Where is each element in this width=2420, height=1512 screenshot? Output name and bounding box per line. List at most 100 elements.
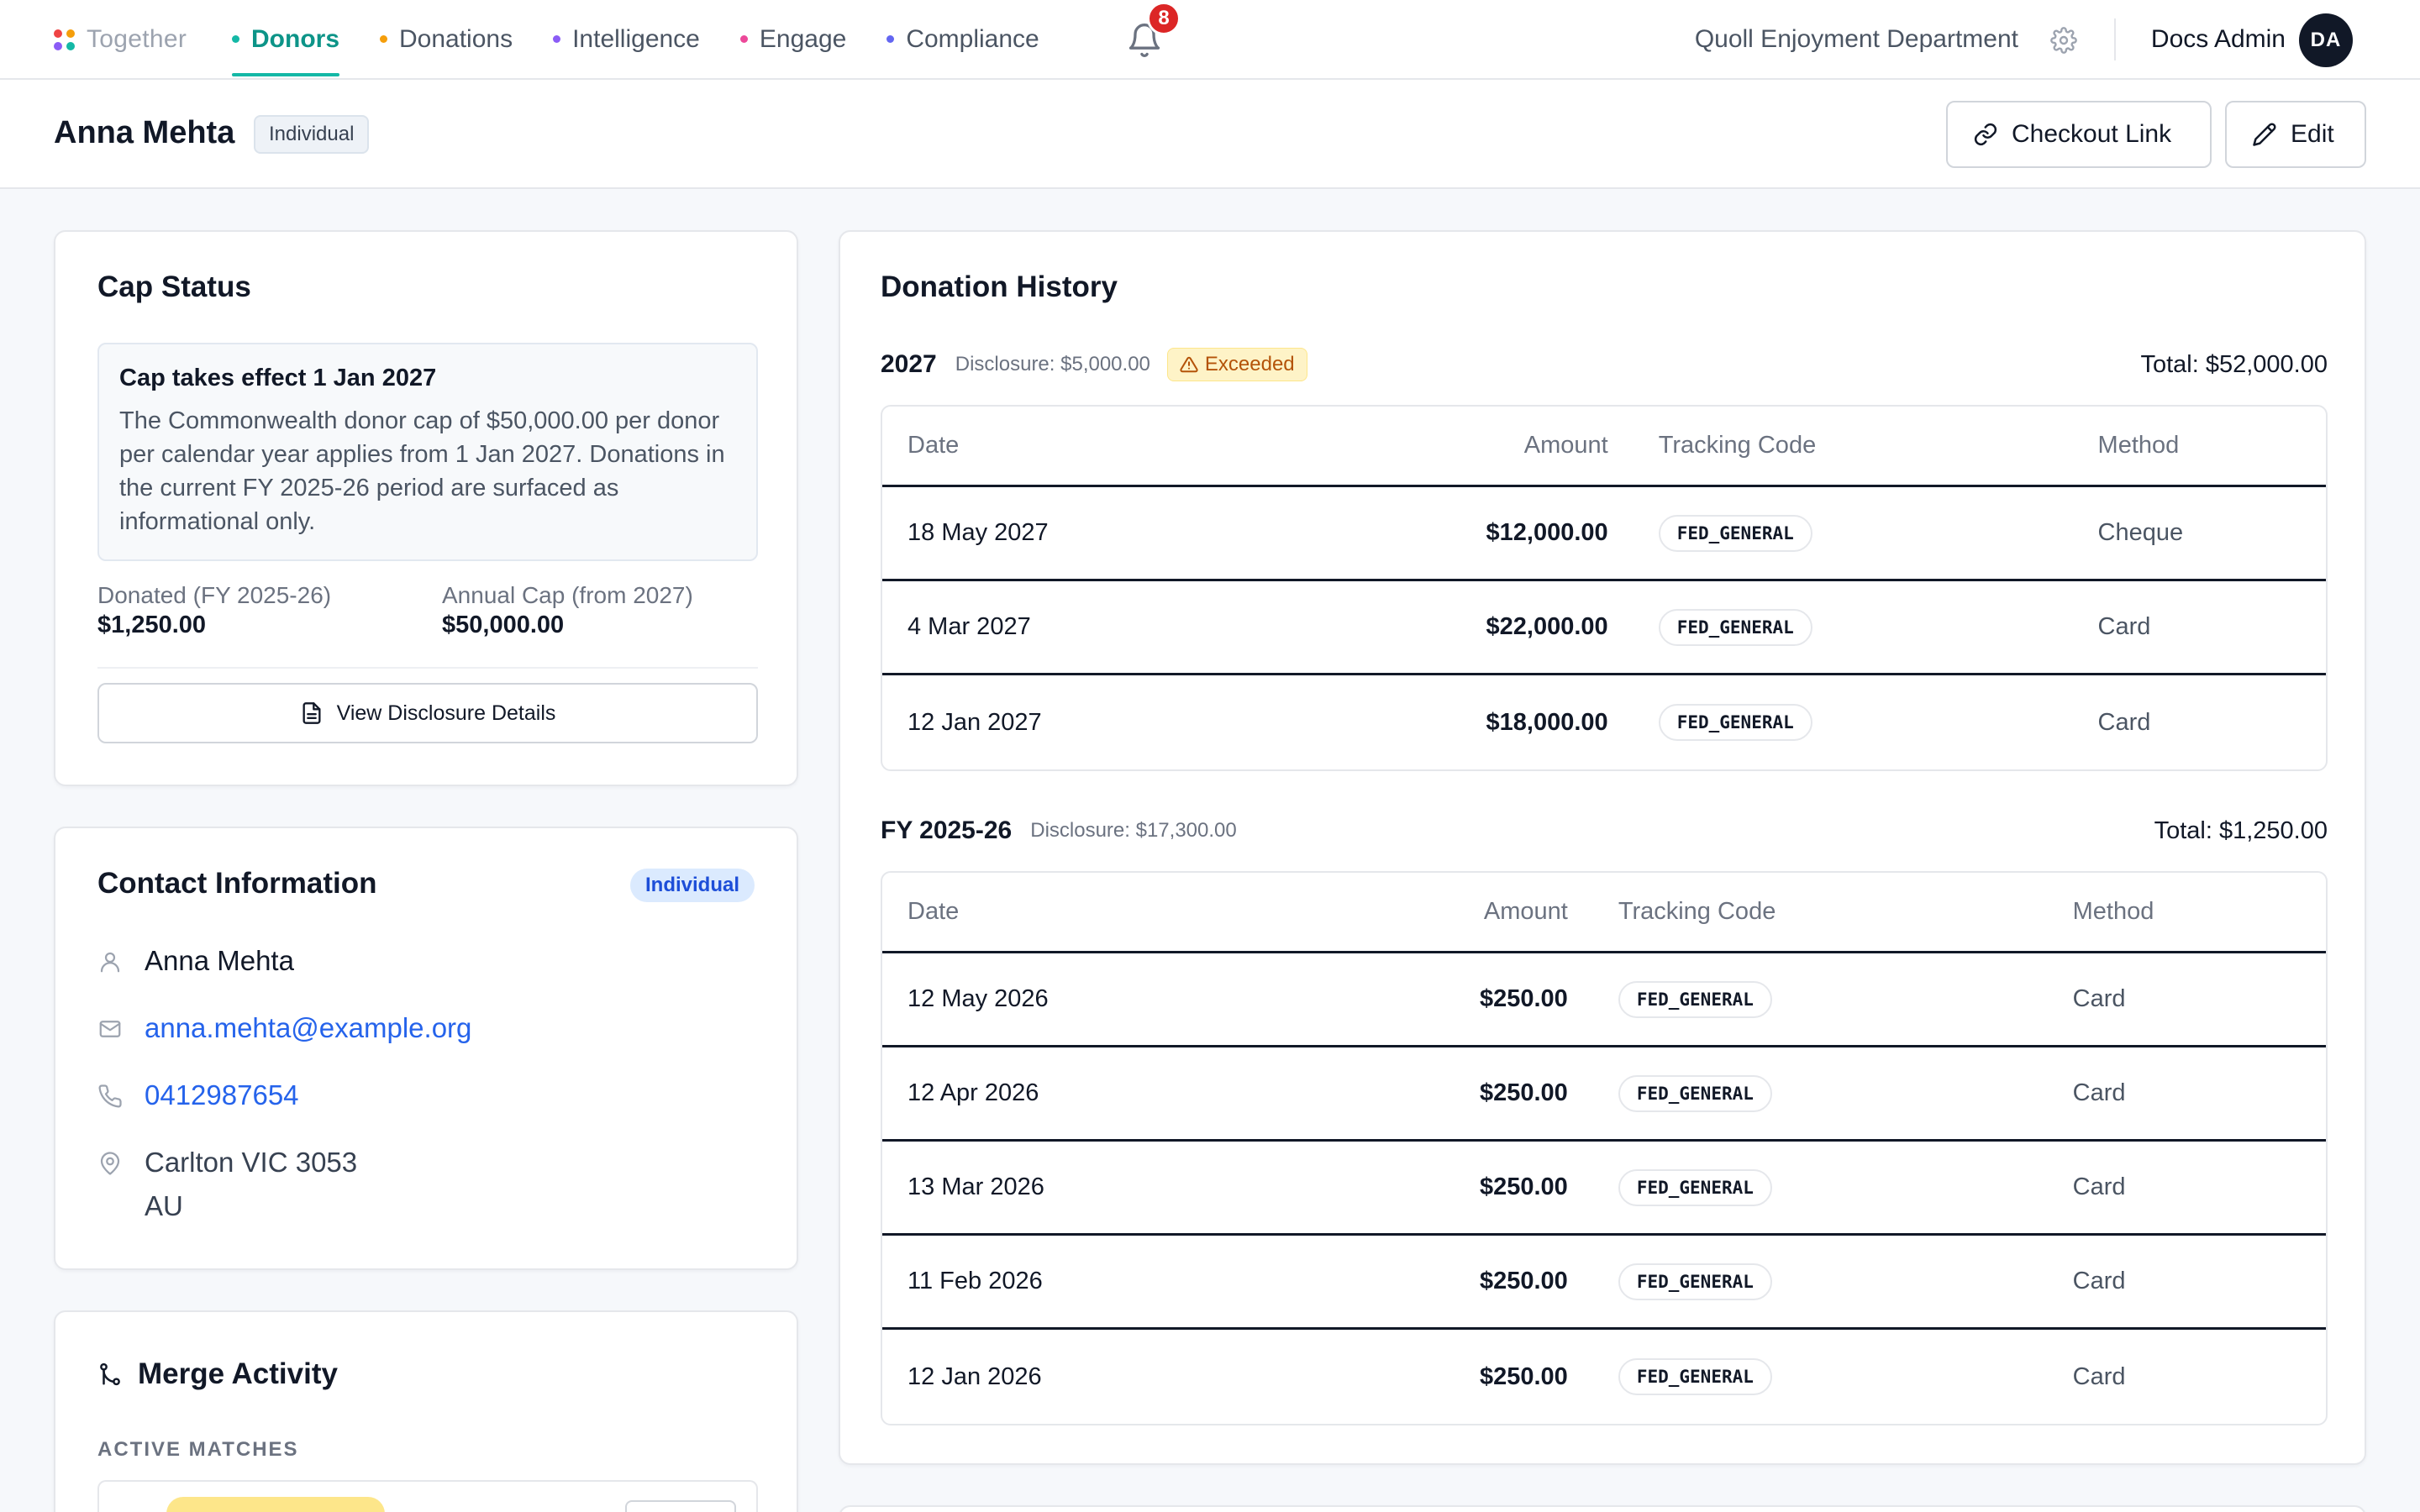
nav-item-label: Engage [759,24,847,53]
cap-notice-body: The Commonwealth donor cap of $50,000.00… [119,407,725,535]
logo-dot [54,41,62,50]
nav-item-donors[interactable]: Donors [232,0,339,78]
donor-type-badge: Individual [254,115,370,154]
document-icon [302,702,321,724]
git-merge-icon [100,1362,120,1386]
tracking-code-cell: FED_GENERAL [1633,487,2073,581]
next-section-card [839,1505,2366,1512]
column-header-method[interactable]: Method [2047,873,2326,953]
edit-label: Edit [2291,120,2334,148]
user-name[interactable]: Docs Admin [2150,25,2286,53]
donation-history-title: Donation History [881,270,1118,303]
nav-dot-icon [380,35,387,43]
bell-icon[interactable] [1126,22,1163,59]
year-group-header: FY 2025-26 Disclosure: $17,300.00 Total:… [881,812,2328,849]
donations-table-2027: Date Amount Tracking Code Method 18 May … [881,405,2328,771]
donation-method: Card [2047,1047,2326,1142]
tracking-code-cell: FED_GENERAL [1592,1142,2048,1236]
donation-amount: $250.00 [1393,1047,1593,1142]
merge-activity-title: Merge Activity [138,1357,338,1390]
table-row[interactable]: 12 May 2026 $250.00 FED_GENERAL Card [882,953,2326,1047]
contact-information-title: Contact Information [97,867,377,900]
column-header-date[interactable]: Date [882,873,1394,953]
table-row[interactable]: 4 Mar 2027 $22,000.00 FED_GENERAL Card [882,581,2326,675]
address-line-2: AU [145,1190,183,1221]
checkout-link-button[interactable]: Checkout Link [1946,101,2212,168]
column-header-method[interactable]: Method [2072,407,2326,487]
logo-dot [66,41,75,50]
match-action-button[interactable] [625,1500,736,1512]
nav-dot-icon [232,35,239,43]
nav-dot-icon [553,35,561,43]
logo-dot [66,29,75,38]
active-matches-label: ACTIVE MATCHES [97,1438,299,1461]
column-header-amount[interactable]: Amount [1360,407,1634,487]
donation-date: 12 Apr 2026 [882,1047,1394,1142]
contact-type-badge: Individual [629,869,755,902]
page-title: Anna Mehta [54,115,235,150]
column-header-amount[interactable]: Amount [1393,873,1593,953]
merge-activity-heading: Merge Activity [97,1357,338,1391]
table-row[interactable]: 12 Jan 2027 $18,000.00 FED_GENERAL Card [882,675,2326,769]
donation-method: Cheque [2072,487,2326,581]
tracking-code-cell: FED_GENERAL [1634,675,2073,769]
tracking-code-badge: FED_GENERAL [1658,704,1812,741]
donation-date: 13 Mar 2026 [882,1142,1394,1236]
nav-item-compliance[interactable]: Compliance [886,0,1039,78]
table-row[interactable]: 12 Apr 2026 $250.00 FED_GENERAL Card [882,1047,2326,1142]
table-row[interactable]: 12 Jan 2026 $250.00 FED_GENERAL Card [882,1330,2326,1424]
table-row[interactable]: 13 Mar 2026 $250.00 FED_GENERAL Card [882,1142,2326,1236]
contact-email-link[interactable]: anna.mehta@example.org [145,1012,472,1043]
year-group-header: 2027 Disclosure: $5,000.00 Exceeded Tota… [881,346,2328,383]
contact-phone-row: 0412987654 [97,1079,299,1117]
contact-name: Anna Mehta [145,945,294,976]
donation-date: 18 May 2027 [882,487,1360,581]
organization-name[interactable]: Quoll Enjoyment Department [1694,25,2018,53]
donation-history-card: Donation History 2027 Disclosure: $5,000… [839,230,2366,1465]
nav-item-engage[interactable]: Engage [739,0,847,78]
address-line-1: Carlton VIC 3053 [145,1147,358,1178]
match-item[interactable] [97,1480,758,1512]
top-navigation: Together Donors Donations Intelligence E… [0,0,2420,80]
exceeded-badge: Exceeded [1166,348,1307,381]
contact-phone-link[interactable]: 0412987654 [145,1079,299,1110]
table-header-row: Date Amount Tracking Code Method [882,407,2326,487]
nav-dot-icon [886,35,895,43]
column-header-tracking-code[interactable]: Tracking Code [1633,407,2073,487]
donation-amount: $12,000.00 [1360,487,1634,581]
brand-name: Together [87,25,187,53]
donation-method: Card [2097,708,2151,736]
avatar[interactable]: DA [2299,13,2353,67]
table-row[interactable]: 11 Feb 2026 $250.00 FED_GENERAL Card [882,1236,2326,1330]
donation-amount: $250.00 [1393,1236,1593,1330]
logo-dot [54,29,62,38]
gear-icon[interactable] [2050,27,2077,54]
column-header-date[interactable]: Date [882,407,1360,487]
brand[interactable]: Together [54,25,187,54]
edit-button[interactable]: Edit [2225,101,2366,168]
table-row[interactable]: 18 May 2027 $12,000.00 FED_GENERAL Chequ… [882,487,2326,581]
nav-item-label: Donors [251,24,339,53]
year-label: 2027 [881,350,937,378]
link-icon [1974,123,1997,146]
donation-amount: $18,000.00 [1486,708,1608,736]
annual-cap-value: $50,000.00 [442,612,565,638]
donation-method: Card [2047,1236,2326,1330]
nav-item-label: Intelligence [572,24,700,53]
nav-item-donations[interactable]: Donations [380,0,513,78]
donation-method: Card [2072,1362,2126,1390]
tracking-code-cell: FED_GENERAL [1592,1236,2048,1330]
nav-item-intelligence[interactable]: Intelligence [553,0,700,78]
tracking-code-cell: FED_GENERAL [1592,953,2048,1047]
tracking-code-badge: FED_GENERAL [1618,1074,1772,1112]
tracking-code-badge: FED_GENERAL [1618,1358,1772,1395]
view-disclosure-details-label: View Disclosure Details [336,701,556,725]
nav-divider [2114,18,2116,60]
tracking-code-cell: FED_GENERAL [1592,1047,2048,1142]
merge-activity-card: Merge Activity ACTIVE MATCHES [54,1310,798,1512]
column-header-tracking-code[interactable]: Tracking Code [1592,873,2048,953]
pencil-icon [2253,123,2276,146]
view-disclosure-details-button[interactable]: View Disclosure Details [97,683,758,743]
year-total: Total: $1,250.00 [2154,816,2328,844]
tracking-code-cell: FED_GENERAL [1593,1330,2048,1424]
